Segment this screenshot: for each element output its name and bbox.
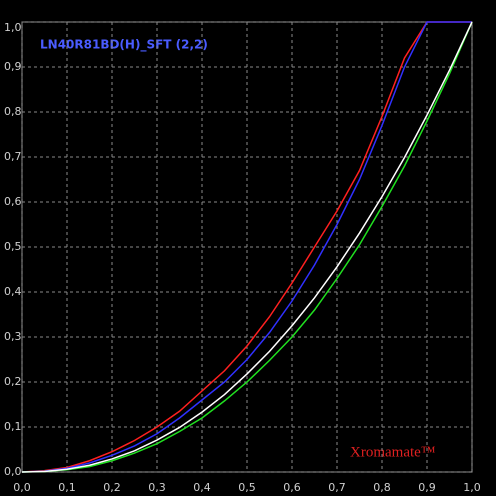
y-tick-label: 0,8 [4,105,22,118]
series-line [21,21,473,473]
chart-title: LN40R81BD(H)_SFT (2,2) [40,38,208,53]
y-tick-label: 0,9 [4,60,22,73]
y-tick-label: 0,3 [4,330,22,343]
x-tick-label: 0,9 [418,481,436,494]
x-tick-label: 0,3 [148,481,166,494]
y-tick-label: 1,0 [4,21,22,34]
x-tick-label: 0,1 [58,481,76,494]
x-tick-label: 0,4 [193,481,211,494]
y-tick-label: 0,1 [4,420,22,433]
x-tick-label: 1,0 [463,481,481,494]
y-tick-label: 0,2 [4,375,22,388]
series-line [21,21,472,473]
y-tick-label: 0,6 [4,195,22,208]
series-line [21,21,472,473]
x-tick-label: 0,6 [283,481,301,494]
x-tick-label: 0,5 [238,481,256,494]
y-tick-label: 0,4 [4,285,22,298]
watermark: Xromamate™ [350,444,436,460]
x-tick-label: 0,2 [103,481,121,494]
x-tick-label: 0,7 [328,481,346,494]
x-tick-label: 0,8 [373,481,391,494]
y-tick-label: 0,7 [4,150,22,163]
x-tick-label: 0,0 [13,481,31,494]
y-tick-label: 0,0 [4,465,22,478]
y-tick-label: 0,5 [4,240,22,253]
series-line [21,21,473,473]
